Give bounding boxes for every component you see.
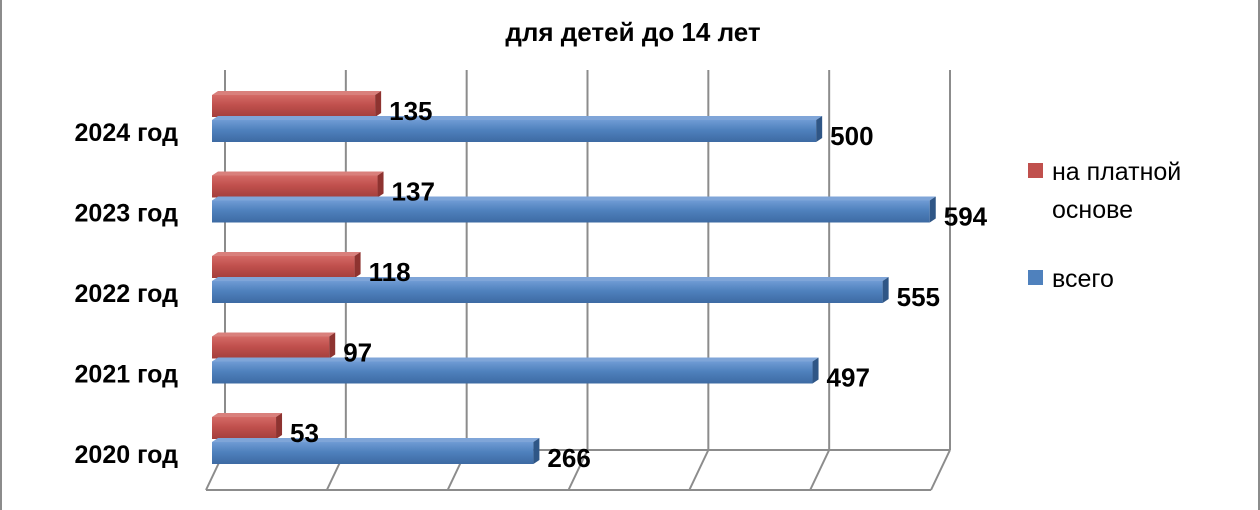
- bar-side-total: [812, 357, 819, 384]
- chart-title: для детей до 14 лет: [505, 17, 760, 47]
- value-label-total: 500: [830, 121, 873, 151]
- bar-top-total: [212, 196, 936, 201]
- bar-total: [212, 281, 883, 303]
- bar-top-total: [212, 277, 889, 281]
- bar-total: [212, 361, 813, 384]
- bar-total: [212, 120, 817, 142]
- bar-side-paid: [276, 413, 283, 439]
- legend-label-paid-line2: основе: [1052, 196, 1133, 224]
- category-label: 2022 год: [75, 280, 179, 308]
- legend: на платной основе всего: [1028, 158, 1181, 293]
- gridline-floor: [809, 449, 831, 491]
- bar-side-total: [882, 277, 889, 303]
- bar-side-total: [816, 116, 823, 142]
- legend-swatch-paid: [1028, 163, 1043, 178]
- value-label-paid: 118: [369, 257, 411, 287]
- bar-top-paid: [212, 91, 382, 95]
- bar-paid: [212, 417, 277, 439]
- bar-paid: [212, 95, 376, 117]
- value-label-paid: 135: [389, 96, 432, 126]
- bar-top-total: [212, 357, 819, 362]
- bars: [212, 91, 936, 464]
- bar-paid: [212, 175, 378, 198]
- bar-side-total: [929, 196, 936, 223]
- bar-top-paid: [212, 332, 336, 337]
- category-labels: 2020 год 2021 год 2022 год 2023 год 2024 год: [75, 119, 179, 469]
- bar-side-paid: [377, 171, 384, 198]
- value-label-total: 555: [897, 282, 940, 312]
- bar-side-paid: [329, 332, 336, 359]
- bar-top-total: [212, 116, 823, 120]
- value-label-total: 594: [944, 202, 988, 232]
- gridline-floor: [688, 449, 710, 491]
- legend-swatch-total: [1028, 270, 1043, 285]
- category-label: 2024 год: [75, 119, 179, 147]
- value-label-paid: 97: [343, 338, 372, 368]
- bar-total: [212, 200, 930, 223]
- category-label: 2023 год: [75, 200, 179, 228]
- value-label-total: 497: [827, 363, 870, 393]
- bar-top-total: [212, 438, 540, 442]
- value-label-total: 266: [547, 443, 590, 473]
- category-label: 2020 год: [75, 441, 179, 469]
- value-label-paid: 53: [290, 418, 319, 448]
- bar-side-paid: [354, 252, 361, 278]
- value-label-paid: 137: [392, 177, 435, 207]
- legend-label-total: всего: [1052, 265, 1114, 293]
- bar-total: [212, 442, 534, 464]
- gridline-floor: [930, 449, 951, 491]
- bar-top-paid: [212, 171, 384, 176]
- legend-label-paid-line1: на платной: [1052, 158, 1181, 186]
- bar-paid: [212, 256, 355, 278]
- gridline-floor: [567, 449, 589, 491]
- bar-side-paid: [375, 91, 382, 117]
- bar-side-total: [533, 438, 540, 464]
- category-label: 2021 год: [75, 361, 179, 389]
- value-labels: 53 266 97 497 118 555 137 594 135 500: [290, 96, 988, 473]
- bar-paid: [212, 336, 330, 359]
- bar-top-paid: [212, 252, 361, 256]
- bar-top-paid: [212, 413, 283, 417]
